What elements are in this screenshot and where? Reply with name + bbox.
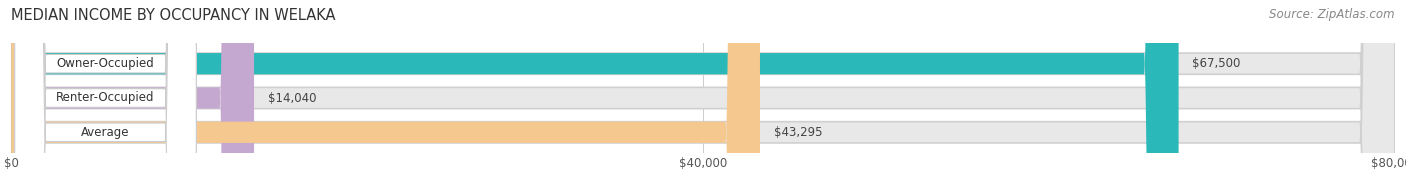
- Text: MEDIAN INCOME BY OCCUPANCY IN WELAKA: MEDIAN INCOME BY OCCUPANCY IN WELAKA: [11, 8, 336, 23]
- FancyBboxPatch shape: [11, 0, 254, 196]
- Text: $14,040: $14,040: [269, 92, 316, 104]
- FancyBboxPatch shape: [14, 0, 197, 196]
- Text: $43,295: $43,295: [773, 126, 823, 139]
- FancyBboxPatch shape: [14, 0, 197, 196]
- Text: Renter-Occupied: Renter-Occupied: [56, 92, 155, 104]
- Text: Source: ZipAtlas.com: Source: ZipAtlas.com: [1270, 8, 1395, 21]
- Text: Owner-Occupied: Owner-Occupied: [56, 57, 155, 70]
- FancyBboxPatch shape: [11, 0, 1395, 196]
- FancyBboxPatch shape: [11, 0, 1395, 196]
- FancyBboxPatch shape: [11, 0, 761, 196]
- Text: $67,500: $67,500: [1192, 57, 1240, 70]
- FancyBboxPatch shape: [11, 0, 1395, 196]
- FancyBboxPatch shape: [14, 0, 197, 196]
- FancyBboxPatch shape: [11, 0, 1178, 196]
- Text: Average: Average: [82, 126, 129, 139]
